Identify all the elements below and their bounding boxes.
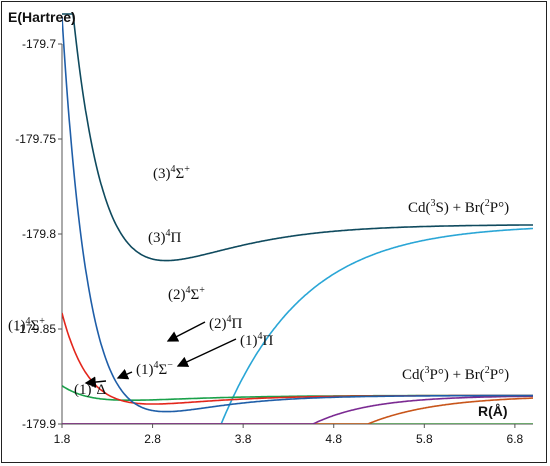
series-curve [62, 227, 533, 424]
x-tick-label: 2.8 [144, 432, 161, 446]
asymptote-label: Cd(3P°) + Br(2P°) [402, 365, 509, 383]
state-label: (1)4Σ+ [8, 316, 45, 334]
y-axis-title: E(Hartree) [8, 9, 76, 25]
annotation-arrow [116, 368, 133, 380]
annotation-arrow [84, 376, 107, 388]
x-tick-label: 1.8 [54, 432, 71, 446]
series-curve [62, 13, 533, 262]
y-tick-label: -179.9 [22, 417, 56, 431]
x-tick-label: 4.8 [325, 432, 342, 446]
state-label: (3)4Π [148, 228, 182, 246]
x-axis-title: R(Å) [478, 403, 508, 419]
annotation-arrow [176, 338, 237, 367]
asymptote-label: Cd(3S) + Br(2P°) [408, 198, 509, 216]
state-label: (2)4Σ+ [168, 285, 205, 303]
x-tick-label: 3.8 [235, 432, 252, 446]
series-curve [62, 395, 533, 424]
state-label: (1)4Π [240, 331, 274, 349]
y-tick-label: -179.7 [22, 37, 56, 51]
series-curve [62, 397, 533, 424]
y-tick-label: -179.75 [15, 132, 56, 146]
state-label: (3)4Σ+ [153, 164, 190, 182]
annotation-arrow [166, 321, 206, 342]
state-label: (1)4Σ− [136, 360, 173, 378]
x-tick-label: 5.8 [416, 432, 433, 446]
series-curve [62, 312, 533, 405]
x-tick-label: 6.8 [507, 432, 524, 446]
y-tick-label: -179.85 [15, 322, 56, 336]
y-tick-label: -179.8 [22, 227, 56, 241]
state-label: (2)4Π [209, 314, 243, 332]
series-curve [62, 16, 533, 413]
